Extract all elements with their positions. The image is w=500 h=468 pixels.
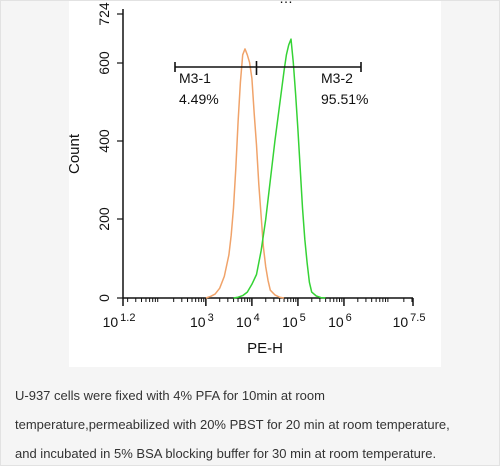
caption-line-3: and incubated in 5% BSA blocking buffer … — [15, 446, 437, 461]
y-tick-600: 600 — [96, 51, 123, 75]
x-tick-label: 10 3 — [190, 312, 214, 330]
x-tick-base: 10 — [282, 314, 298, 330]
x-tick-exponent: 5 — [300, 312, 306, 324]
y-axis-label: Count — [69, 133, 83, 174]
histogram-chart: … Count PE-H 0 200 400 600 — [66, 0, 426, 357]
x-tick-label: 10 7.5 — [393, 312, 426, 330]
x-tick-label: 10 6 — [328, 312, 352, 330]
x-tick-base: 10 — [236, 314, 252, 330]
caption-line-2: temperature,permeabilized with 20% PBST … — [15, 417, 450, 432]
x-tick-base: 10 — [190, 314, 206, 330]
plot-panel: … Count PE-H 0 200 400 600 — [66, 0, 441, 367]
x-tick-base: 10 — [103, 314, 119, 330]
x-tick-exponent: 4 — [254, 312, 260, 324]
y-tick-200: 200 — [96, 207, 123, 231]
y-tick-724: 724 — [96, 2, 123, 26]
x-tick-exponent: 3 — [208, 312, 214, 324]
x-axis-label: PE-H — [247, 340, 283, 357]
x-major-ticks: 10 1.2 10 3 10 4 10 5 10 6 10 7.5 — [103, 298, 426, 330]
y-tick-label: 200 — [96, 207, 112, 231]
figure-caption: U-937 cells were fixed with 4% PFA for 1… — [15, 381, 491, 468]
series-layer — [205, 38, 326, 299]
y-tick-label: 0 — [96, 294, 112, 302]
series-line-1 — [205, 48, 285, 299]
gate-label-m3-2: M3-2 — [321, 70, 353, 86]
gate-percent-m3-1: 4.49% — [179, 91, 219, 107]
series-line-2 — [233, 38, 326, 299]
x-tick-exponent: 6 — [346, 312, 352, 324]
y-tick-400: 400 — [96, 129, 123, 153]
caption-line-1: U-937 cells were fixed with 4% PFA for 1… — [15, 388, 325, 403]
x-tick-base: 10 — [328, 314, 344, 330]
chart-title: … — [279, 1, 293, 6]
x-tick-base: 10 — [393, 314, 409, 330]
y-tick-label: 400 — [96, 129, 112, 153]
gate-layer: M3-1 4.49% M3-2 95.51% — [174, 61, 368, 107]
gate-percent-m3-2: 95.51% — [321, 91, 368, 107]
x-tick-exponent: 7.5 — [410, 312, 425, 324]
y-tick-0: 0 — [96, 294, 123, 302]
gate-label-m3-1: M3-1 — [179, 70, 211, 86]
x-minor-ticks — [127, 298, 413, 302]
x-tick-label: 10 1.2 — [103, 312, 136, 330]
x-tick-label: 10 5 — [282, 312, 306, 330]
y-tick-label: 600 — [96, 51, 112, 75]
x-tick-exponent: 1.2 — [120, 312, 135, 324]
x-tick-label: 10 4 — [236, 312, 260, 330]
y-tick-label: 724 — [96, 2, 112, 26]
